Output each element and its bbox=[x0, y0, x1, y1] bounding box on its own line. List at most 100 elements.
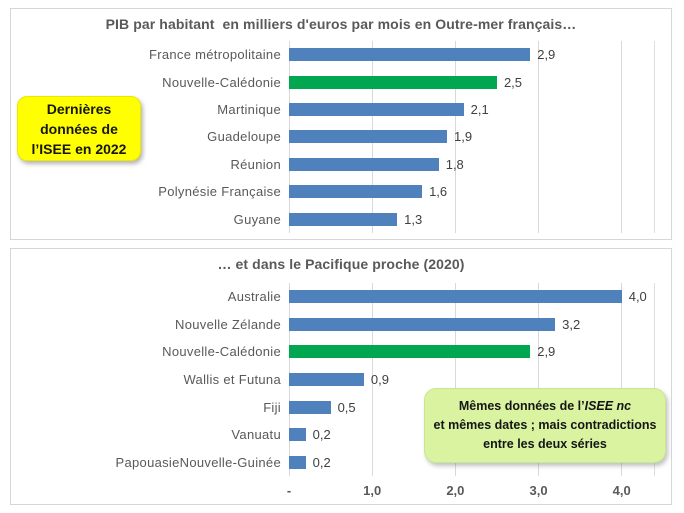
callout-line: entre les deux séries bbox=[483, 437, 607, 451]
bar bbox=[289, 455, 306, 469]
bar-track: 2,9 bbox=[289, 47, 655, 62]
x-axis-tick: 2,0 bbox=[446, 483, 465, 498]
callout-line: et mêmes dates ; mais contradictions bbox=[433, 418, 657, 432]
bar bbox=[289, 75, 497, 89]
value-label: 0,2 bbox=[312, 427, 331, 443]
value-label: 4,0 bbox=[628, 289, 647, 305]
callout-contradictions: Mêmes données de l’ISEE nc et mêmes date… bbox=[424, 388, 666, 463]
chart-title-pacifique: … et dans le Pacifique proche (2020) bbox=[217, 256, 465, 272]
gridline bbox=[454, 41, 456, 233]
gridline bbox=[537, 41, 539, 233]
bar-chart-outremer: France métropolitaine 2,9 Nouvelle-Calédon… bbox=[11, 41, 671, 233]
value-label: 1,8 bbox=[445, 156, 464, 172]
bar-row: Fiji 0,5 bbox=[11, 393, 671, 421]
bar-row: Polynésie Française 1,6 bbox=[11, 178, 671, 205]
bar-row: PapouasieNouvelle-Guinée 0,2 bbox=[11, 448, 671, 476]
bar bbox=[289, 48, 531, 62]
value-label: 1,9 bbox=[454, 129, 473, 145]
bar-track: 2,9 bbox=[289, 344, 655, 359]
chart-title-outremer: PIB par habitant en milliers d'euros par… bbox=[105, 16, 577, 32]
bar-rows: Australie 4,0 Nouvelle Zélande 3,2 Nouvelle-… bbox=[11, 283, 671, 476]
category-label: Martinique bbox=[217, 102, 281, 118]
value-label: 2,5 bbox=[503, 74, 523, 90]
gridline bbox=[371, 283, 373, 476]
bar bbox=[289, 103, 464, 117]
category-label: France métropolitaine bbox=[148, 47, 281, 63]
x-axis-tick: - bbox=[286, 483, 292, 498]
bar-rows: France métropolitaine 2,9 Nouvelle-Calédon… bbox=[11, 41, 671, 233]
category-label: Wallis et Futuna bbox=[183, 372, 281, 388]
gridline bbox=[454, 283, 456, 476]
x-axis-tick: 4,0 bbox=[612, 483, 631, 498]
bar-track: 1,6 bbox=[289, 184, 655, 199]
category-label: Réunion bbox=[230, 156, 281, 172]
bar-chart-pacifique: Australie 4,0 Nouvelle Zélande 3,2 Nouvelle-… bbox=[11, 283, 671, 502]
category-label: Fiji bbox=[263, 399, 281, 415]
bar-row: Nouvelle-Calédonie 2,9 bbox=[11, 338, 671, 366]
gridline bbox=[620, 283, 622, 476]
value-label: 2,9 bbox=[537, 47, 556, 63]
chart-panel-pacifique: … et dans le Pacifique proche (2020) Aus… bbox=[10, 248, 672, 505]
bar bbox=[289, 400, 331, 414]
gridline bbox=[537, 283, 539, 476]
bar-row: Guyane 1,3 bbox=[11, 206, 671, 233]
bar bbox=[289, 157, 439, 171]
bar-row: France métropolitaine 2,9 bbox=[11, 41, 671, 68]
x-axis-tick: 1,0 bbox=[363, 483, 382, 498]
callout-line: données de bbox=[40, 121, 118, 137]
value-label: 3,2 bbox=[562, 316, 581, 332]
bar-row: Réunion 1,8 bbox=[11, 151, 671, 178]
category-label: Guyane bbox=[233, 211, 281, 227]
bar bbox=[289, 212, 398, 226]
bar bbox=[289, 185, 423, 199]
bar-track: 1,9 bbox=[289, 129, 655, 144]
value-label: 1,6 bbox=[429, 184, 448, 200]
callout-line: l’ISEE en 2022 bbox=[31, 141, 127, 157]
category-label: Vanuatu bbox=[231, 427, 281, 443]
bar-track: 0,2 bbox=[289, 455, 655, 470]
value-label: 0,2 bbox=[312, 454, 331, 470]
bar-row: Australie 4,0 bbox=[11, 283, 671, 311]
value-label: 0,5 bbox=[337, 399, 356, 415]
category-label: Nouvelle Zélande bbox=[175, 316, 281, 332]
bar-track: 1,8 bbox=[289, 157, 655, 172]
category-label: Nouvelle-Calédonie bbox=[162, 74, 281, 90]
category-label: Australie bbox=[227, 289, 281, 305]
bar-row: Vanuatu 0,2 bbox=[11, 421, 671, 449]
bar bbox=[289, 428, 306, 442]
bar-track: 1,3 bbox=[289, 212, 655, 227]
value-label: 0,9 bbox=[370, 372, 389, 388]
bar-track: 2,5 bbox=[289, 75, 655, 90]
bar-track: 0,9 bbox=[289, 372, 655, 387]
bar-row: Martinique 2,1 bbox=[11, 96, 671, 123]
bar-row: Wallis et Futuna 0,9 bbox=[11, 366, 671, 394]
x-axis: - 1,0 2,0 3,0 4,0 bbox=[286, 478, 655, 502]
category-label: PapouasieNouvelle-Guinée bbox=[115, 454, 281, 470]
bar-track: 2,1 bbox=[289, 102, 655, 117]
bar-row: Nouvelle Zélande 3,2 bbox=[11, 311, 671, 339]
category-label: Guadeloupe bbox=[207, 129, 281, 145]
bar-track: 0,5 bbox=[289, 400, 655, 415]
callout-line: Mêmes données de l’ISEE nc bbox=[425, 397, 665, 416]
gridline bbox=[620, 41, 622, 233]
bar bbox=[289, 373, 364, 387]
category-label: Nouvelle-Calédonie bbox=[162, 344, 281, 360]
callout-line: Dernières bbox=[46, 101, 112, 117]
bar bbox=[289, 290, 622, 304]
bar bbox=[289, 345, 531, 359]
bar bbox=[289, 130, 448, 144]
bar bbox=[289, 317, 556, 331]
bar-row: Guadeloupe 1,9 bbox=[11, 123, 671, 150]
callout-isee-2022: Dernières données de l’ISEE en 2022 bbox=[17, 96, 141, 161]
callout-text-prefix: Mêmes données de l’ bbox=[458, 399, 585, 413]
bar-row: Nouvelle-Calédonie 2,5 bbox=[11, 68, 671, 95]
value-label: 2,1 bbox=[470, 102, 489, 118]
bar-track: 0,2 bbox=[289, 427, 655, 442]
value-label: 1,3 bbox=[404, 211, 423, 227]
bar-track: 3,2 bbox=[289, 317, 655, 332]
callout-text-italic: ISEE nc bbox=[584, 399, 632, 413]
x-axis-tick: 3,0 bbox=[529, 483, 548, 498]
category-label: Polynésie Française bbox=[158, 184, 281, 200]
value-label: 2,9 bbox=[537, 344, 556, 360]
bar-track: 4,0 bbox=[289, 289, 655, 304]
